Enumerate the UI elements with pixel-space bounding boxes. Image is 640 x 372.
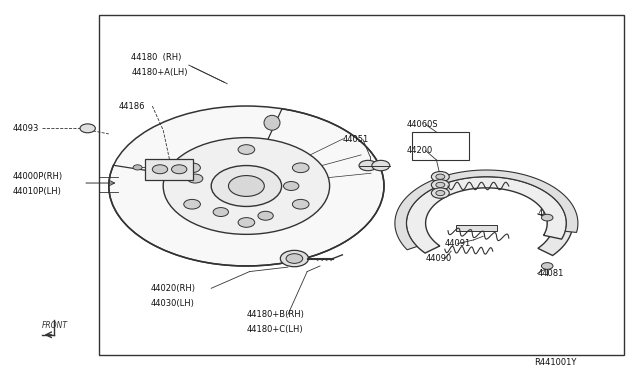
Text: 44081: 44081 <box>538 269 564 278</box>
Text: 44030(LH): 44030(LH) <box>150 299 195 308</box>
Circle shape <box>238 218 255 227</box>
Text: 44060S: 44060S <box>406 120 438 129</box>
Bar <box>145 159 193 180</box>
Polygon shape <box>395 170 578 250</box>
Text: 44094: 44094 <box>538 209 564 218</box>
Circle shape <box>258 211 273 220</box>
Polygon shape <box>400 173 573 256</box>
Text: 44091: 44091 <box>445 239 471 248</box>
Text: 44090: 44090 <box>426 254 452 263</box>
Circle shape <box>541 214 553 221</box>
Ellipse shape <box>264 115 280 130</box>
Circle shape <box>213 208 228 217</box>
Text: 44010P(LH): 44010P(LH) <box>13 187 61 196</box>
Text: 44180+C(LH): 44180+C(LH) <box>246 325 303 334</box>
Text: FRONT: FRONT <box>42 321 68 330</box>
Circle shape <box>431 171 449 182</box>
Text: 44180+A(LH): 44180+A(LH) <box>131 68 188 77</box>
Bar <box>412 132 469 160</box>
Circle shape <box>172 165 187 174</box>
Text: 44180  (RH): 44180 (RH) <box>131 53 182 62</box>
Circle shape <box>184 199 200 209</box>
Circle shape <box>286 254 303 263</box>
Circle shape <box>431 180 449 190</box>
Circle shape <box>80 124 95 133</box>
Circle shape <box>359 160 377 171</box>
Circle shape <box>188 174 203 183</box>
Circle shape <box>109 106 384 266</box>
Bar <box>99 15 624 355</box>
Bar <box>456 225 497 231</box>
Circle shape <box>152 165 168 174</box>
Circle shape <box>292 163 309 173</box>
Text: 44180+B(RH): 44180+B(RH) <box>246 310 304 319</box>
Circle shape <box>431 188 449 198</box>
Circle shape <box>436 190 445 196</box>
Text: 44020(RH): 44020(RH) <box>150 284 195 293</box>
Text: 44051: 44051 <box>342 135 369 144</box>
Circle shape <box>436 182 445 187</box>
Circle shape <box>211 166 282 206</box>
Circle shape <box>228 176 264 196</box>
Text: 44186: 44186 <box>118 102 145 110</box>
Circle shape <box>133 165 142 170</box>
Text: 44093: 44093 <box>13 124 39 133</box>
Text: R441001Y: R441001Y <box>534 358 577 367</box>
Circle shape <box>238 145 255 154</box>
Text: 44000P(RH): 44000P(RH) <box>13 172 63 181</box>
Circle shape <box>163 138 330 234</box>
Circle shape <box>184 163 200 173</box>
Text: 44083: 44083 <box>538 195 564 203</box>
Polygon shape <box>406 177 566 253</box>
Circle shape <box>292 199 309 209</box>
Circle shape <box>284 182 299 190</box>
Circle shape <box>541 263 553 269</box>
Text: 44200: 44200 <box>406 146 433 155</box>
Circle shape <box>436 174 445 179</box>
Circle shape <box>280 250 308 267</box>
Circle shape <box>372 160 390 171</box>
